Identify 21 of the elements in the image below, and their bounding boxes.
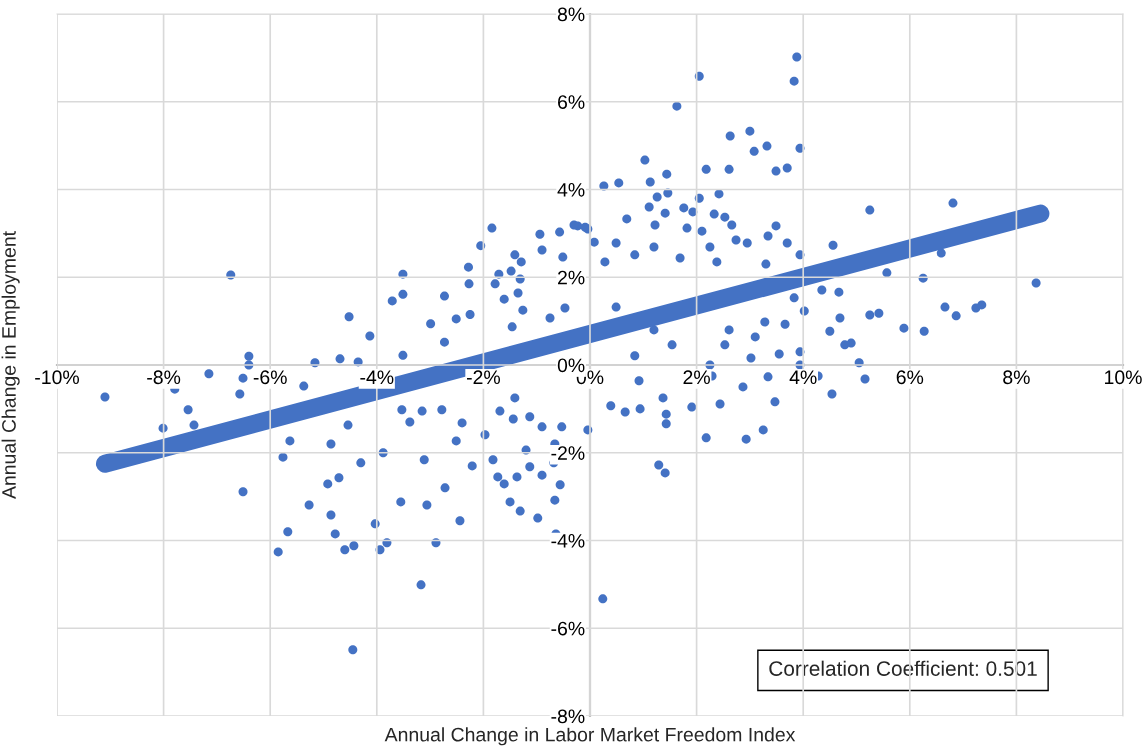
x-tick-label: 2% [683,370,710,385]
x-tick-label: 8% [1003,370,1030,385]
y-tick-label: -6% [551,621,585,636]
x-tick-label: 4% [789,370,817,385]
x-tick-label: -2% [466,370,500,385]
x-tick-label: 10% [1105,370,1142,385]
y-tick-label: 2% [558,270,585,285]
x-tick-label: -6% [253,370,287,385]
y-tick-label: -4% [551,534,585,548]
x-tick-label: 6% [896,370,924,385]
y-tick-label: -2% [551,446,585,460]
y-tick-label: 6% [558,95,585,109]
annotation: Correlation Coefficient: 0.501 [769,660,1037,676]
x-axis-title: Annual Change in Labor Market Freedom Index [384,727,796,746]
x-tick-label: -8% [147,370,181,385]
x-tick-label: -10% [35,370,80,385]
x-tick-label: -4% [360,370,394,385]
y-tick-label: 8% [557,7,585,22]
y-tick-label: -8% [551,709,585,724]
y-tick-label: 4% [557,183,585,197]
y-axis-title: Annual Change in Employment [1,231,20,499]
